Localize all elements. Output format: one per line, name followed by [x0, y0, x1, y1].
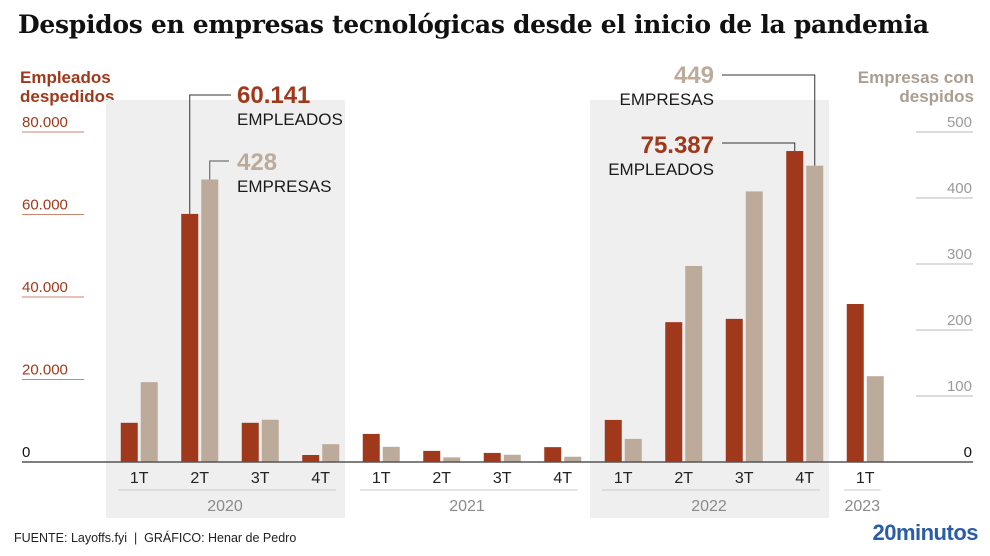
bar-companies [624, 438, 642, 462]
x-tick-label: 1T [614, 470, 633, 487]
annotation-2022-employees-value: 75.387 [640, 132, 714, 159]
annotation-2020-employees-value: 60.141 [237, 82, 311, 109]
left-axis-tick-label: 20.000 [22, 362, 68, 379]
leader-line-2022-companies [722, 74, 816, 166]
bar-companies [322, 444, 340, 462]
leader-line-2020-employees [189, 94, 231, 214]
left-axis-tick-label: 40.000 [22, 279, 68, 296]
left-axis-title-text: Empleados despedidos [20, 68, 115, 106]
x-tick-label: 1T [130, 470, 149, 487]
bar-companies [140, 382, 158, 462]
bar-employees [483, 452, 501, 462]
left-axis-tick-label: 0 [22, 444, 30, 461]
left-axis-title: Empleados despedidos [20, 68, 130, 106]
bar-companies [564, 456, 582, 462]
annotation-2022-employees-label: EMPLEADOS [608, 160, 714, 179]
x-tick-label: 3T [493, 470, 512, 487]
bar-companies [261, 419, 279, 462]
bar-employees [120, 422, 138, 462]
bar-employees [665, 322, 683, 462]
x-tick-label: 2T [432, 470, 451, 487]
bar-employees [786, 151, 804, 462]
right-axis-tick-label: 400 [947, 180, 972, 197]
bar-companies [806, 165, 824, 462]
left-axis-tick-label: 60.000 [22, 197, 68, 214]
right-axis-title: Empresas con despidos [844, 68, 974, 106]
leader-line-2020-companies [209, 160, 229, 180]
year-label: 2021 [449, 498, 485, 515]
bar-companies [866, 376, 884, 462]
bar-employees [604, 419, 622, 462]
bar-employees [423, 450, 441, 462]
x-tick-label: 4T [795, 470, 814, 487]
right-axis-title-text: Empresas con despidos [857, 68, 974, 106]
chart-title: Despidos en empresas tecnológicas desde … [18, 10, 929, 39]
right-axis-tick-label: 300 [947, 246, 972, 263]
right-axis-tick-label: 100 [947, 378, 972, 395]
bar-companies [745, 191, 763, 462]
year-label: 2023 [844, 498, 880, 515]
bar-companies [443, 457, 461, 462]
bar-companies [503, 454, 521, 462]
x-tick-label: 2T [674, 470, 693, 487]
bar-employees [181, 213, 199, 462]
right-axis-tick-label: 500 [947, 114, 972, 131]
source-credit: FUENTE: Layoffs.fyi | GRÁFICO: Henar de … [14, 531, 297, 545]
bar-employees [362, 433, 380, 462]
x-tick-label: 3T [251, 470, 270, 487]
year-label: 2022 [691, 498, 727, 515]
annotation-2022-companies-value: 449 [673, 62, 714, 89]
year-label: 2020 [207, 498, 243, 515]
right-axis-tick-label: 200 [947, 312, 972, 329]
bar-companies [685, 265, 703, 462]
x-tick-label: 4T [553, 470, 572, 487]
bar-companies [382, 446, 400, 462]
left-axis-tick-label: 80.000 [22, 114, 68, 131]
bar-companies [201, 179, 219, 462]
annotation-2020-employees-label: EMPLEADOS [237, 110, 343, 129]
bar-employees [725, 318, 743, 462]
bar-employees [302, 454, 320, 462]
right-axis-tick-label: 0 [964, 444, 972, 461]
annotation-2020-companies-value: 428 [237, 149, 278, 176]
x-tick-label: 2T [190, 470, 209, 487]
x-tick-label: 3T [735, 470, 754, 487]
annotation-2020-companies-label: EMPRESAS [237, 177, 332, 196]
leader-line-2022-employees [722, 142, 796, 152]
x-tick-label: 1T [856, 470, 875, 487]
bar-employees [544, 447, 562, 462]
bar-employees [846, 304, 864, 462]
x-tick-label: 1T [372, 470, 391, 487]
annotation-2022-companies-label: EMPRESAS [619, 90, 714, 109]
bar-employees [241, 422, 259, 462]
brand-logo: 20minutos [872, 520, 978, 545]
x-tick-label: 4T [311, 470, 330, 487]
